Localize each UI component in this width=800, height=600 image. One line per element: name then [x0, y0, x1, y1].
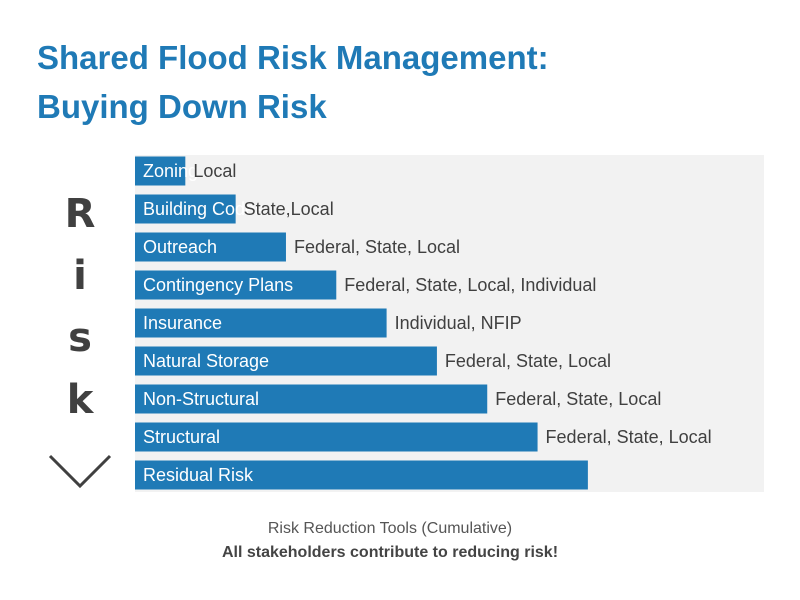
bar-annotation-structural: Federal, State, Local	[546, 427, 712, 447]
bar-natural-storage	[135, 346, 437, 376]
bar-residual-risk	[135, 460, 588, 490]
x-axis-label: Risk Reduction Tools (Cumulative)	[267, 520, 513, 537]
risk-letter: i	[73, 253, 87, 299]
bar-annotation-non-structural: Federal, State, Local	[495, 389, 661, 409]
bar-zoning	[135, 156, 186, 186]
bar-label-outreach: Outreach	[143, 237, 217, 257]
title-line-2: Buying Down Risk	[37, 88, 327, 125]
bar-label-contingency-plans: Contingency Plans	[143, 275, 293, 295]
bar-structural	[135, 422, 538, 452]
bar-label-insurance: Insurance	[143, 313, 222, 333]
bar-label-building-codes: Building Codes	[143, 199, 264, 219]
title-line-1: Shared Flood Risk Management:	[37, 39, 549, 76]
bar-building-codes	[135, 194, 236, 224]
bar-label-natural-storage: Natural Storage	[143, 351, 269, 371]
bar-annotation-building-codes: State,Local	[244, 199, 334, 219]
risk-letter: R	[64, 191, 96, 237]
bar-label-structural: Structural	[143, 427, 220, 447]
page-title: Shared Flood Risk Management: Buying Dow…	[37, 33, 549, 131]
bar-non-structural	[135, 384, 488, 414]
bar-insurance	[135, 308, 387, 338]
bar-label-non-structural: Non-Structural	[143, 389, 259, 409]
risk-axis-label: R i s k	[45, 183, 115, 431]
bar-annotation-natural-storage: Federal, State, Local	[445, 351, 611, 371]
bar-contingency-plans	[135, 270, 337, 300]
chevron-down-icon	[48, 454, 112, 489]
bar-annotation-zoning: Local	[193, 161, 236, 181]
bar-label-zoning: Zoning	[143, 161, 198, 181]
risk-letter: k	[66, 377, 94, 423]
bar-outreach	[135, 232, 286, 262]
bar-label-residual-risk: Residual Risk	[143, 465, 254, 485]
bar-annotation-insurance: Individual, NFIP	[395, 313, 522, 333]
bar-annotation-contingency-plans: Federal, State, Local, Individual	[344, 275, 596, 295]
risk-letter: s	[68, 315, 92, 361]
footer-message: All stakeholders contribute to reducing …	[221, 544, 559, 561]
bar-annotation-outreach: Federal, State, Local	[294, 237, 460, 257]
